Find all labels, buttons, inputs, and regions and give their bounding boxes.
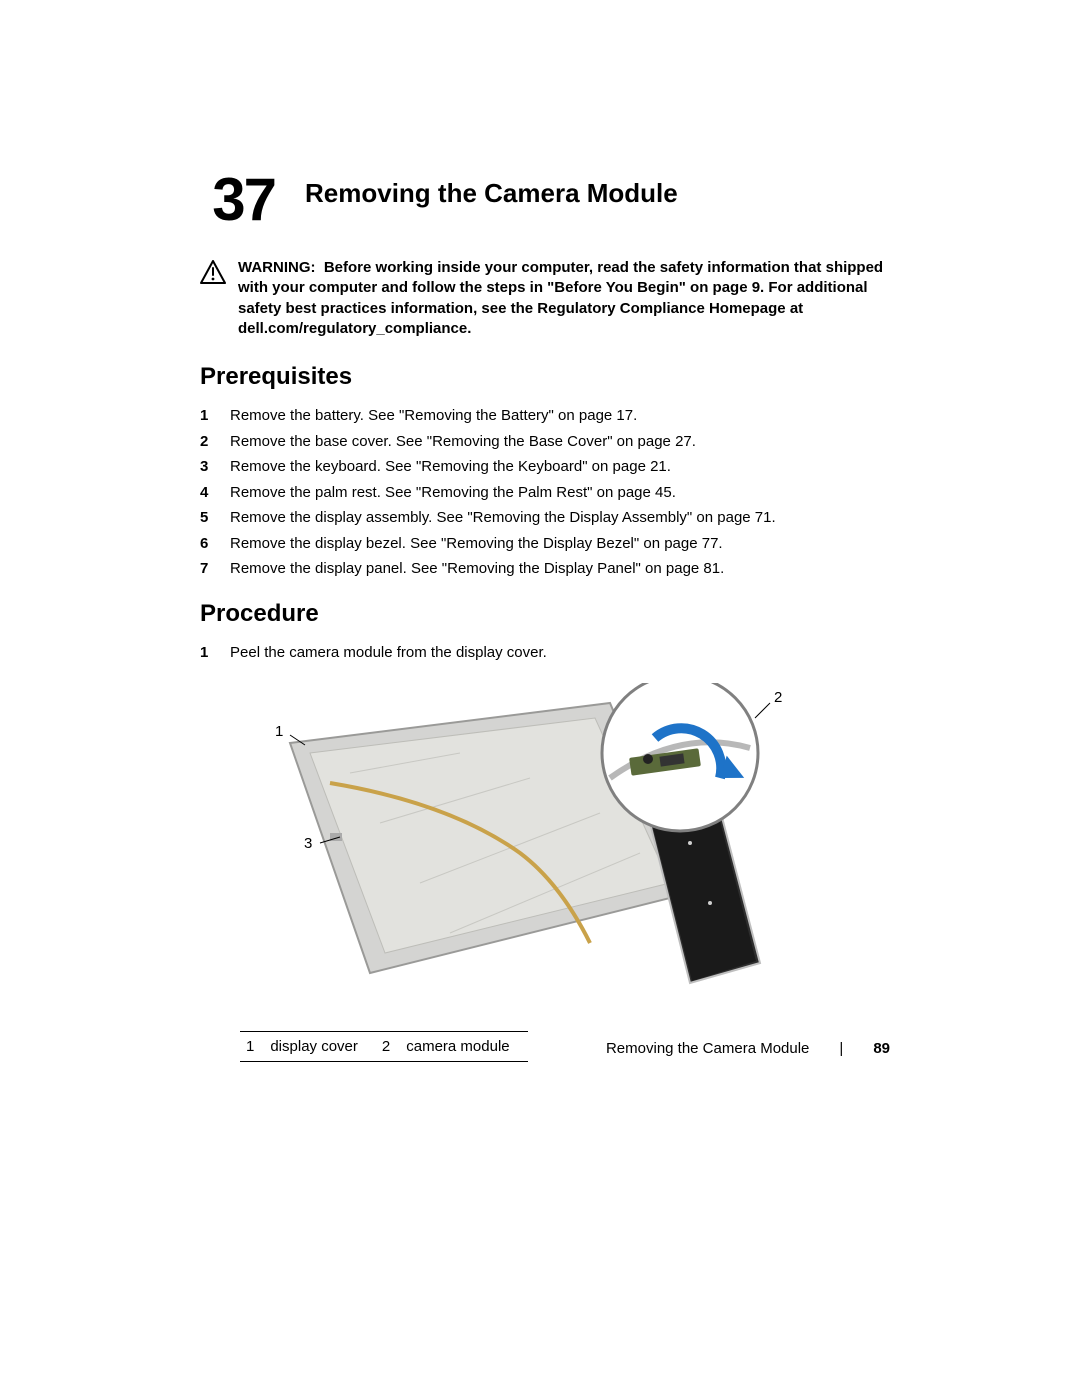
warning-label: WARNING: (238, 259, 316, 276)
warning-block: WARNING: Before working inside your comp… (200, 258, 890, 339)
section-heading-procedure: Procedure (200, 600, 890, 628)
warning-icon (200, 260, 226, 289)
chapter-title: Removing the Camera Module (305, 170, 678, 209)
page-number: 89 (873, 1040, 890, 1057)
legend-label: camera module (400, 1032, 527, 1062)
list-item: Remove the base cover. See "Removing the… (200, 429, 890, 455)
legend-num: 1 (240, 1032, 264, 1062)
warning-body: Before working inside your computer, rea… (238, 259, 883, 337)
list-item: Peel the camera module from the display … (200, 640, 890, 666)
figure-legend: 1 display cover 2 camera module (240, 1031, 528, 1062)
figure-callout-1: 1 (275, 723, 283, 740)
page-footer: Removing the Camera Module | 89 (606, 1040, 890, 1057)
footer-separator: | (839, 1040, 843, 1057)
figure-callout-3: 3 (304, 835, 312, 852)
prerequisites-list: Remove the battery. See "Removing the Ba… (200, 403, 890, 582)
warning-text: WARNING: Before working inside your comp… (238, 258, 890, 339)
legend-num: 2 (376, 1032, 400, 1062)
section-heading-prerequisites: Prerequisites (200, 363, 890, 391)
list-item: Remove the display bezel. See "Removing … (200, 531, 890, 557)
figure: 1 2 3 (200, 683, 890, 1013)
manual-page: 37 Removing the Camera Module WARNING: B… (0, 0, 1080, 1397)
list-item: Remove the battery. See "Removing the Ba… (200, 403, 890, 429)
chapter-number: 37 (200, 170, 275, 230)
list-item: Remove the display panel. See "Removing … (200, 556, 890, 582)
figure-callout-2: 2 (774, 689, 782, 706)
chapter-header: 37 Removing the Camera Module (200, 170, 890, 230)
table-row: 1 display cover 2 camera module (240, 1032, 528, 1062)
list-item: Remove the display assembly. See "Removi… (200, 505, 890, 531)
legend-label: display cover (264, 1032, 376, 1062)
footer-title: Removing the Camera Module (606, 1040, 809, 1057)
list-item: Remove the keyboard. See "Removing the K… (200, 454, 890, 480)
list-item: Remove the palm rest. See "Removing the … (200, 480, 890, 506)
procedure-list: Peel the camera module from the display … (200, 640, 890, 666)
